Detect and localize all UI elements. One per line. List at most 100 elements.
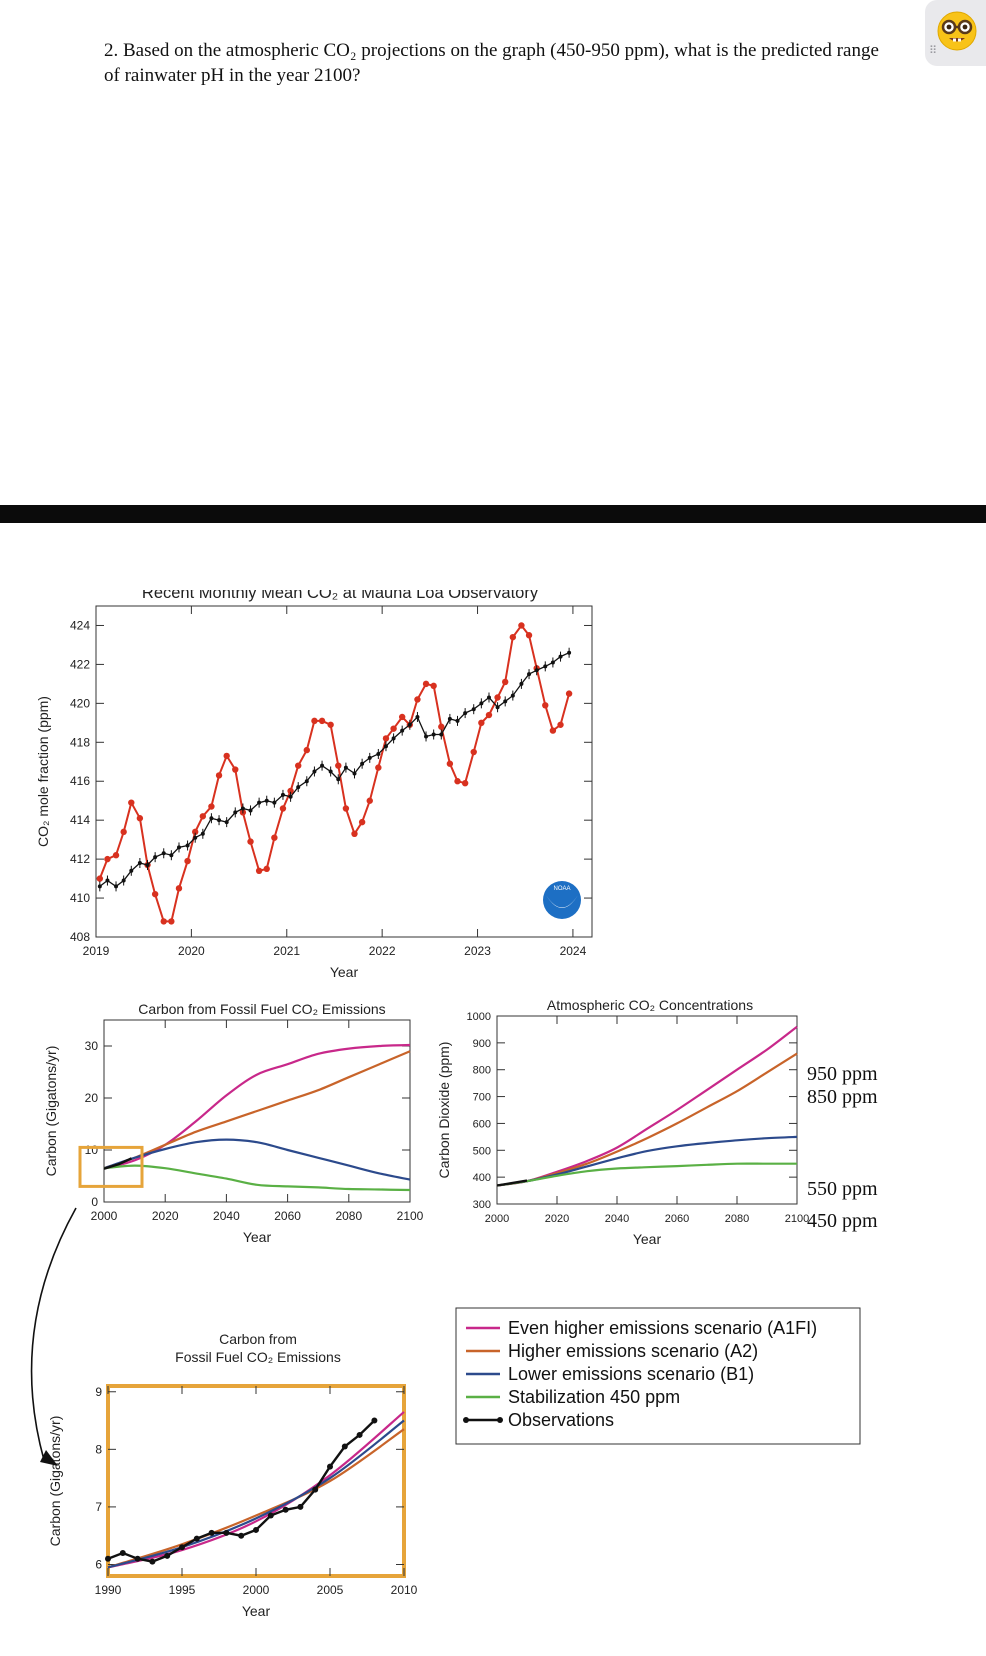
data-point	[463, 711, 468, 716]
y-tick-label: 1000	[467, 1011, 491, 1023]
data-point	[430, 682, 437, 690]
chart-title: Recent Monthly Mean CO₂ at Mauna Loa Obs…	[142, 590, 539, 602]
data-point	[335, 762, 342, 769]
data-point	[128, 799, 135, 806]
zoom-arrow	[30, 1207, 77, 1461]
chart-title: Carbon from	[219, 1331, 297, 1347]
data-point	[431, 732, 436, 737]
observation-point	[179, 1544, 185, 1551]
x-tick-label: 2021	[273, 944, 300, 958]
data-point	[534, 668, 539, 673]
scenario-line	[496, 1162, 797, 1187]
data-point	[478, 719, 485, 727]
data-point	[232, 766, 239, 773]
legend-marker	[497, 1417, 503, 1423]
data-point	[360, 761, 365, 766]
data-point	[114, 884, 119, 889]
data-point	[382, 735, 390, 742]
data-point	[525, 632, 533, 639]
data-point	[351, 830, 358, 838]
data-point	[486, 695, 491, 700]
x-tick-label: 2022	[369, 944, 396, 958]
data-point	[97, 884, 102, 889]
data-point	[565, 690, 573, 697]
data-point	[209, 816, 214, 821]
data-point	[461, 779, 469, 787]
drag-handle-icon[interactable]: ⠿	[929, 45, 937, 57]
data-point	[255, 867, 263, 874]
observations-line	[107, 1419, 376, 1563]
assistant-widget[interactable]: ⠿	[925, 0, 986, 66]
observations-line	[496, 1179, 528, 1187]
data-point	[169, 853, 174, 858]
data-point	[328, 769, 333, 774]
legend-box	[455, 1307, 861, 1445]
data-point	[136, 815, 144, 822]
question-body: Based on the atmospheric CO₂ projections…	[104, 40, 879, 86]
data-point	[318, 717, 326, 725]
data-point	[485, 711, 493, 719]
data-point	[519, 681, 524, 686]
observation-point	[356, 1431, 363, 1438]
observation-point	[193, 1535, 200, 1542]
legend-label: Even higher emissions scenario (A1FI)	[508, 1318, 817, 1338]
scenario-line	[107, 1428, 405, 1569]
data-point	[398, 713, 406, 721]
data-point	[280, 792, 285, 797]
data-point	[185, 843, 190, 848]
data-point	[224, 820, 229, 825]
plot-frame	[496, 1015, 798, 1205]
data-point	[400, 728, 405, 733]
data-point	[415, 714, 420, 719]
y-axis-label: Carbon Dioxide (ppm)	[436, 1042, 452, 1179]
y-tick-label: 30	[85, 1039, 99, 1053]
y-tick-label: 8	[95, 1442, 102, 1456]
data-point	[376, 751, 381, 756]
observation-point	[341, 1443, 348, 1450]
data-point	[494, 694, 501, 701]
data-point	[367, 755, 372, 760]
data-point	[366, 797, 373, 804]
noaa-logo-icon: NOAA	[543, 881, 581, 919]
data-point	[414, 696, 421, 703]
data-point	[233, 810, 238, 815]
observation-point	[134, 1555, 141, 1562]
nerd-face-emoji-icon[interactable]	[936, 10, 978, 52]
data-point	[557, 721, 564, 728]
data-point	[336, 777, 341, 782]
data-point	[455, 718, 460, 723]
section-divider	[0, 505, 986, 523]
data-point	[303, 746, 310, 754]
y-tick-label: 6	[95, 1557, 102, 1571]
scenario-line	[496, 1025, 798, 1187]
scenario-line	[496, 1052, 798, 1187]
legend-label: Higher emissions scenario (A2)	[508, 1341, 758, 1361]
chart-4: Carbon from Fossil Fuel CO₂ Emissions 1990…	[47, 1331, 418, 1619]
data-point	[447, 716, 452, 721]
data-point	[549, 727, 557, 734]
legend-marker	[463, 1417, 469, 1423]
legend-label: Lower emissions scenario (B1)	[508, 1364, 754, 1384]
y-tick-label: 300	[473, 1199, 491, 1211]
legend-label: Stabilization 450 ppm	[508, 1387, 680, 1407]
data-point	[439, 732, 444, 737]
x-axis-label: Year	[330, 964, 359, 980]
x-tick-label: 2020	[178, 944, 205, 958]
data-point	[422, 680, 430, 688]
y-tick-label: 408	[70, 930, 90, 944]
legend-label: Observations	[508, 1410, 614, 1430]
x-tick-label: 2005	[317, 1583, 344, 1597]
question-text: 2. Based on the atmospheric CO₂ projecti…	[104, 38, 884, 88]
observation-point	[164, 1552, 171, 1559]
x-tick-label: 2020	[545, 1213, 569, 1225]
observation-point	[297, 1503, 304, 1510]
y-tick-label: 10	[85, 1143, 99, 1157]
y-tick-label: 9	[95, 1385, 102, 1399]
scenario-line	[103, 1050, 411, 1170]
y-tick-label: 700	[473, 1092, 491, 1104]
y-tick-label: 0	[91, 1195, 98, 1209]
data-point	[311, 717, 318, 725]
chart-1: Recent Monthly Mean CO₂ at Mauna Loa Obs…	[35, 590, 593, 980]
data-point	[145, 862, 150, 867]
y-tick-label: 800	[473, 1065, 491, 1077]
